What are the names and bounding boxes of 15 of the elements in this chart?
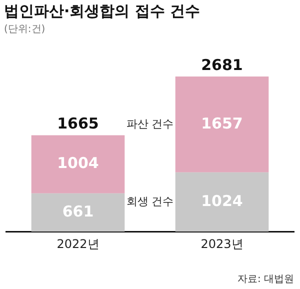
chart-title: 법인파산·회생합의 접수 건수 xyxy=(4,2,200,21)
series-label: 파산 건수 xyxy=(126,117,174,130)
series-label: 회생 건수 xyxy=(126,194,174,208)
x-tick-label: 2022년 xyxy=(56,236,100,251)
total-label: 2681 xyxy=(201,56,243,74)
data-label: 1657 xyxy=(201,114,243,132)
bar xyxy=(31,135,125,194)
data-label: 1004 xyxy=(57,154,99,172)
chart-subtitle: (단위:건) xyxy=(4,23,46,36)
text: 자료: 대법원 xyxy=(237,273,294,286)
bar xyxy=(175,172,269,232)
bar xyxy=(31,193,125,232)
total-label: 1665 xyxy=(57,114,99,133)
x-tick-label: 2023년 xyxy=(200,236,244,251)
bar xyxy=(175,76,269,172)
